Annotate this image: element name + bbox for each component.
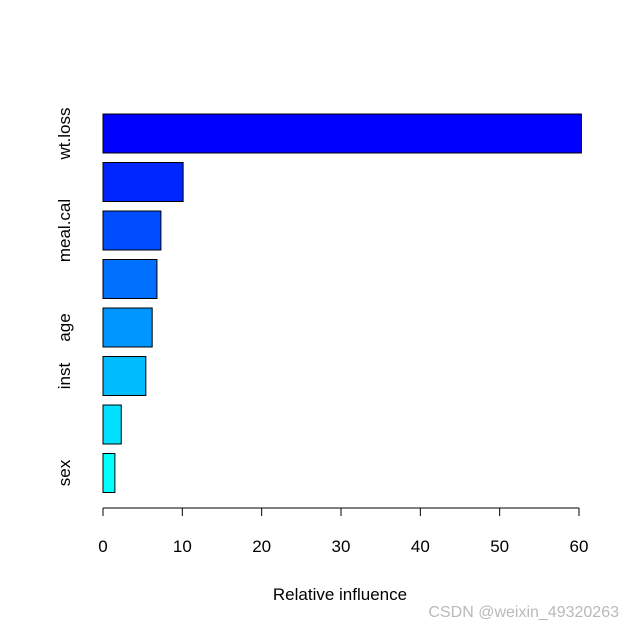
bar-wt.loss	[102, 113, 582, 154]
bar-unlabeled-6	[102, 404, 122, 445]
category-labels-group: wt.loss meal.cal age inst sex	[55, 108, 74, 487]
x-tick-label-20: 20	[252, 537, 271, 556]
bar-unlabeled-3	[102, 259, 158, 299]
bar-inst	[102, 356, 147, 396]
bar-age	[102, 307, 153, 348]
bar-unlabeled-1	[102, 162, 184, 202]
x-axis-title: Relative influence	[273, 585, 407, 604]
x-tick-label-50: 50	[490, 537, 509, 556]
watermark-text: CSDN @weixin_49320263	[428, 604, 619, 621]
x-axis: 0 10 20 30 40 50 60	[98, 507, 589, 556]
bar-sex	[102, 453, 116, 493]
category-label-meal.cal: meal.cal	[55, 199, 74, 262]
x-tick-label-0: 0	[98, 537, 107, 556]
category-label-sex: sex	[55, 459, 74, 486]
x-tick-label-10: 10	[173, 537, 192, 556]
x-tick-label-60: 60	[570, 537, 589, 556]
category-label-inst: inst	[55, 363, 74, 390]
bar-meal.cal	[102, 210, 162, 251]
x-tick-label-30: 30	[332, 537, 351, 556]
category-label-wt.loss: wt.loss	[55, 108, 74, 161]
bars-group	[102, 113, 582, 493]
x-tick-label-40: 40	[411, 537, 430, 556]
category-label-age: age	[55, 313, 74, 341]
